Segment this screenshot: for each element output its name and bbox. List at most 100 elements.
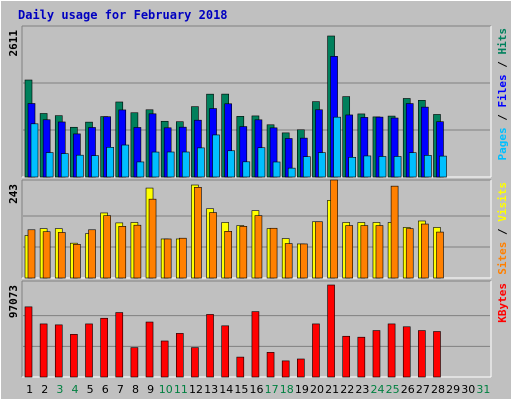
day-label-8: 8	[132, 383, 139, 396]
bar-hits-pages-day-1	[30, 123, 39, 178]
bar-kbytes-kbytes-day-12	[191, 347, 199, 378]
bar-kbytes-kbytes-day-14	[221, 325, 229, 378]
bar-kbytes-kbytes-day-21	[327, 284, 335, 378]
bar-visits-sites-day-2	[42, 231, 51, 279]
bar-hits-pages-day-24	[378, 156, 387, 178]
legend-separator: /	[496, 222, 509, 242]
bar-kbytes-kbytes-day-10	[160, 340, 169, 378]
day-label-21: 21	[325, 383, 339, 396]
day-label-26: 26	[401, 383, 415, 396]
bar-hits-pages-day-25	[393, 156, 402, 178]
bar-kbytes-kbytes-day-13	[206, 314, 214, 378]
day-label-25: 25	[386, 383, 400, 396]
bar-kbytes-kbytes-day-18	[281, 360, 290, 378]
day-label-10: 10	[159, 383, 173, 396]
panel-visits-series-labels: Sites / Visits	[496, 182, 509, 275]
bar-visits-sites-day-28	[436, 231, 444, 279]
bar-kbytes-kbytes-day-1	[24, 306, 33, 378]
bar-hits-pages-day-22	[348, 156, 357, 178]
day-label-19: 19	[295, 383, 309, 396]
chart-title: Daily usage for February 2018	[18, 8, 228, 22]
day-label-30: 30	[461, 383, 475, 396]
bar-hits-pages-day-5	[91, 155, 99, 178]
bar-kbytes-kbytes-day-27	[418, 330, 426, 378]
bar-hits-pages-day-15	[242, 161, 251, 178]
bar-hits-pages-day-16	[257, 147, 266, 178]
day-label-4: 4	[71, 383, 78, 396]
bar-visits-sites-day-6	[103, 215, 111, 279]
bar-kbytes-kbytes-day-9	[145, 321, 154, 378]
chart-panels: 2611 Pages / Files / Hits 243 Sites / Visit…	[7, 25, 509, 378]
panel-hits-ymax-label: 2611	[7, 30, 20, 57]
bar-hits-pages-day-18	[287, 167, 296, 178]
day-label-27: 27	[416, 383, 430, 396]
bar-visits-sites-day-21	[330, 179, 338, 279]
bar-hits-pages-day-4	[76, 154, 84, 178]
bar-hits-pages-day-11	[181, 151, 190, 178]
bar-hits-pages-day-23	[363, 155, 372, 178]
bar-visits-sites-day-25	[390, 185, 399, 279]
bar-hits-pages-day-28	[439, 155, 447, 178]
bar-kbytes-kbytes-day-28	[433, 331, 441, 378]
legend-kbytes: KBytes	[496, 283, 509, 323]
bar-kbytes-kbytes-day-26	[402, 326, 411, 378]
bar-kbytes-kbytes-day-17	[266, 352, 275, 378]
day-label-13: 13	[204, 383, 218, 396]
day-label-14: 14	[219, 383, 233, 396]
bar-kbytes-kbytes-day-2	[39, 323, 48, 378]
bar-visits-sites-day-15	[239, 226, 248, 279]
bar-hits-pages-day-3	[60, 153, 69, 178]
panel-visits-ymax-label: 243	[7, 184, 20, 204]
day-label-24: 24	[371, 383, 385, 396]
legend-files: Files	[496, 74, 509, 107]
bar-hits-pages-day-6	[106, 146, 114, 178]
legend-hits: Hits	[496, 28, 509, 55]
panel-kbytes: 97073 KBytes	[7, 280, 509, 378]
bar-visits-sites-day-3	[57, 232, 66, 279]
legend-separator: /	[496, 108, 509, 128]
day-label-5: 5	[87, 383, 94, 396]
day-label-3: 3	[56, 383, 63, 396]
bar-hits-pages-day-12	[197, 147, 205, 178]
legend-separator: /	[496, 55, 509, 75]
day-label-31: 31	[476, 383, 490, 396]
bar-hits-pages-day-21	[333, 116, 341, 178]
bar-visits-sites-day-27	[421, 223, 429, 279]
bar-kbytes-kbytes-day-24	[372, 330, 381, 378]
bar-visits-sites-day-19	[300, 243, 308, 279]
bar-hits-pages-day-8	[136, 161, 145, 178]
day-label-18: 18	[280, 383, 294, 396]
legend-visits: Visits	[496, 182, 509, 222]
day-label-7: 7	[117, 383, 124, 396]
bar-kbytes-kbytes-day-3	[54, 324, 63, 378]
bar-visits-sites-day-16	[254, 215, 263, 279]
bar-kbytes-kbytes-day-7	[115, 312, 124, 378]
bar-hits-pages-day-9	[151, 151, 160, 178]
bar-hits-pages-day-14	[227, 150, 235, 178]
day-label-23: 23	[355, 383, 369, 396]
bar-visits-sites-day-7	[118, 226, 127, 279]
day-label-6: 6	[102, 383, 109, 396]
bar-hits-pages-day-10	[166, 151, 175, 178]
day-label-28: 28	[431, 383, 445, 396]
bar-hits-pages-day-26	[408, 152, 417, 178]
bar-visits-sites-day-12	[194, 186, 202, 279]
bar-visits-sites-day-11	[178, 237, 187, 279]
day-label-15: 15	[234, 383, 248, 396]
bar-visits-sites-day-14	[224, 231, 232, 279]
day-label-12: 12	[189, 383, 203, 396]
bar-visits-sites-day-22	[345, 225, 354, 279]
bar-kbytes-kbytes-day-11	[175, 333, 184, 378]
bar-kbytes-kbytes-day-6	[100, 317, 108, 378]
day-label-29: 29	[446, 383, 460, 396]
bar-visits-sites-day-5	[88, 229, 96, 279]
bar-kbytes-kbytes-day-22	[342, 335, 351, 378]
bar-visits-sites-day-23	[360, 225, 369, 279]
bar-kbytes-kbytes-day-8	[130, 347, 139, 378]
bar-hits-pages-day-13	[212, 134, 220, 178]
bar-kbytes-kbytes-day-19	[297, 358, 305, 378]
bar-visits-sites-day-8	[133, 224, 142, 279]
panel-hits-series-labels: Pages / Files / Hits	[496, 28, 509, 161]
bar-hits-pages-day-27	[424, 155, 432, 178]
